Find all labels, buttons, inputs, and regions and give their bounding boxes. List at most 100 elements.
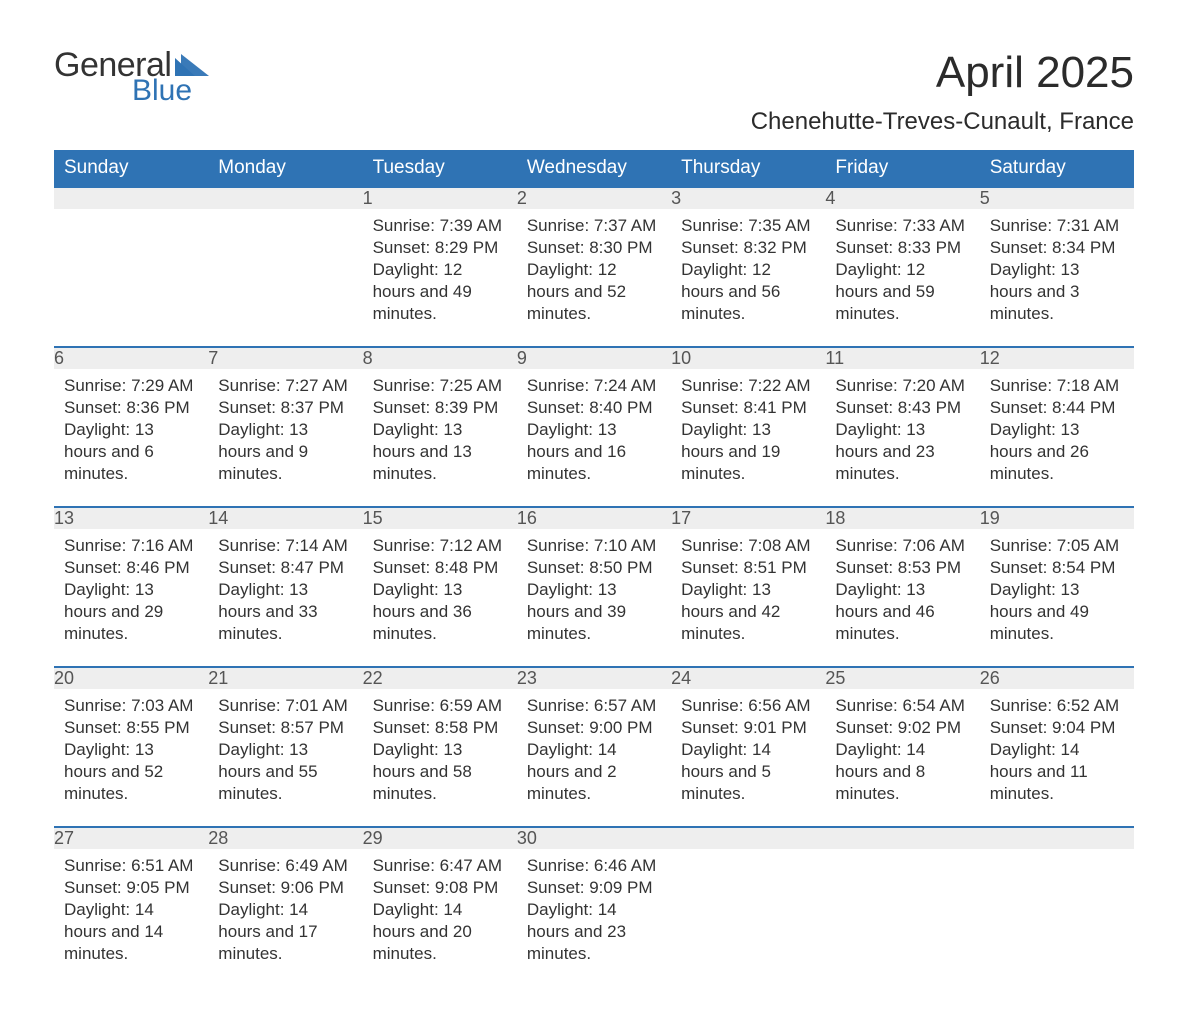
sunset-line: Sunset: 8:37 PM <box>218 397 352 419</box>
sunset-line: Sunset: 8:57 PM <box>218 717 352 739</box>
day-cell: Sunrise: 7:22 AMSunset: 8:41 PMDaylight:… <box>671 369 825 507</box>
daylight-line: Daylight: 13 hours and 42 minutes. <box>681 579 815 645</box>
header: General Blue April 2025 Chenehutte-Treve… <box>54 48 1134 142</box>
day-cell: Sunrise: 6:52 AMSunset: 9:04 PMDaylight:… <box>980 689 1134 827</box>
daylight-line: Daylight: 12 hours and 52 minutes. <box>527 259 661 325</box>
sunset-line: Sunset: 9:00 PM <box>527 717 661 739</box>
daylight-line: Daylight: 12 hours and 56 minutes. <box>681 259 815 325</box>
daylight-line: Daylight: 13 hours and 6 minutes. <box>64 419 198 485</box>
day-cell: Sunrise: 6:49 AMSunset: 9:06 PMDaylight:… <box>208 849 362 987</box>
day-number-cell: 11 <box>825 347 979 369</box>
day-number-cell: 4 <box>825 187 979 209</box>
day-cell: Sunrise: 7:39 AMSunset: 8:29 PMDaylight:… <box>363 209 517 347</box>
day-number-cell: 19 <box>980 507 1134 529</box>
sunset-line: Sunset: 8:48 PM <box>373 557 507 579</box>
sunrise-line: Sunrise: 7:08 AM <box>681 535 815 557</box>
sunrise-line: Sunrise: 6:51 AM <box>64 855 198 877</box>
calendar-header: SundayMondayTuesdayWednesdayThursdayFrid… <box>54 150 1134 187</box>
daylight-line: Daylight: 13 hours and 39 minutes. <box>527 579 661 645</box>
daylight-line: Daylight: 14 hours and 23 minutes. <box>527 899 661 965</box>
day-number-cell <box>54 187 208 209</box>
day-number-cell: 5 <box>980 187 1134 209</box>
day-cell: Sunrise: 6:59 AMSunset: 8:58 PMDaylight:… <box>363 689 517 827</box>
sunset-line: Sunset: 8:53 PM <box>835 557 969 579</box>
sunrise-line: Sunrise: 7:37 AM <box>527 215 661 237</box>
daylight-line: Daylight: 13 hours and 3 minutes. <box>990 259 1124 325</box>
day-number-cell: 10 <box>671 347 825 369</box>
daylight-line: Daylight: 14 hours and 20 minutes. <box>373 899 507 965</box>
day-number-cell: 16 <box>517 507 671 529</box>
day-cell: Sunrise: 7:14 AMSunset: 8:47 PMDaylight:… <box>208 529 362 667</box>
sunset-line: Sunset: 8:41 PM <box>681 397 815 419</box>
day-number-cell: 24 <box>671 667 825 689</box>
sunset-line: Sunset: 9:05 PM <box>64 877 198 899</box>
sunset-line: Sunset: 8:50 PM <box>527 557 661 579</box>
sunset-line: Sunset: 8:36 PM <box>64 397 198 419</box>
sunrise-line: Sunrise: 7:33 AM <box>835 215 969 237</box>
logo-triangle-icon <box>175 54 209 76</box>
sunset-line: Sunset: 8:54 PM <box>990 557 1124 579</box>
day-number-cell <box>208 187 362 209</box>
day-cell: Sunrise: 6:54 AMSunset: 9:02 PMDaylight:… <box>825 689 979 827</box>
daylight-line: Daylight: 13 hours and 9 minutes. <box>218 419 352 485</box>
day-number-cell: 9 <box>517 347 671 369</box>
sunset-line: Sunset: 8:44 PM <box>990 397 1124 419</box>
title-block: April 2025 Chenehutte-Treves-Cunault, Fr… <box>751 48 1134 142</box>
sunset-line: Sunset: 8:55 PM <box>64 717 198 739</box>
day-cell <box>671 849 825 987</box>
weekday-header: Saturday <box>980 150 1134 187</box>
day-cell <box>825 849 979 987</box>
day-number-cell: 20 <box>54 667 208 689</box>
daylight-line: Daylight: 13 hours and 13 minutes. <box>373 419 507 485</box>
sunrise-line: Sunrise: 7:20 AM <box>835 375 969 397</box>
month-title: April 2025 <box>751 48 1134 98</box>
day-number-cell: 28 <box>208 827 362 849</box>
day-cell <box>980 849 1134 987</box>
sunset-line: Sunset: 8:47 PM <box>218 557 352 579</box>
daylight-line: Daylight: 13 hours and 36 minutes. <box>373 579 507 645</box>
day-cell: Sunrise: 7:01 AMSunset: 8:57 PMDaylight:… <box>208 689 362 827</box>
day-number-cell: 1 <box>363 187 517 209</box>
day-cell: Sunrise: 7:24 AMSunset: 8:40 PMDaylight:… <box>517 369 671 507</box>
sunrise-line: Sunrise: 7:31 AM <box>990 215 1124 237</box>
day-cell: Sunrise: 6:47 AMSunset: 9:08 PMDaylight:… <box>363 849 517 987</box>
sunrise-line: Sunrise: 7:27 AM <box>218 375 352 397</box>
day-number-cell: 25 <box>825 667 979 689</box>
sunrise-line: Sunrise: 7:05 AM <box>990 535 1124 557</box>
sunset-line: Sunset: 9:02 PM <box>835 717 969 739</box>
sunrise-line: Sunrise: 6:56 AM <box>681 695 815 717</box>
day-cell: Sunrise: 7:06 AMSunset: 8:53 PMDaylight:… <box>825 529 979 667</box>
day-cell: Sunrise: 6:51 AMSunset: 9:05 PMDaylight:… <box>54 849 208 987</box>
day-cell: Sunrise: 7:08 AMSunset: 8:51 PMDaylight:… <box>671 529 825 667</box>
day-cell: Sunrise: 6:46 AMSunset: 9:09 PMDaylight:… <box>517 849 671 987</box>
logo: General Blue <box>54 48 209 106</box>
logo-text-blue: Blue <box>132 76 209 106</box>
day-cell: Sunrise: 7:03 AMSunset: 8:55 PMDaylight:… <box>54 689 208 827</box>
weekday-header: Tuesday <box>363 150 517 187</box>
daylight-line: Daylight: 12 hours and 59 minutes. <box>835 259 969 325</box>
daylight-line: Daylight: 13 hours and 16 minutes. <box>527 419 661 485</box>
daylight-line: Daylight: 14 hours and 11 minutes. <box>990 739 1124 805</box>
day-cell: Sunrise: 7:16 AMSunset: 8:46 PMDaylight:… <box>54 529 208 667</box>
sunrise-line: Sunrise: 7:03 AM <box>64 695 198 717</box>
day-cell: Sunrise: 7:05 AMSunset: 8:54 PMDaylight:… <box>980 529 1134 667</box>
sunset-line: Sunset: 8:30 PM <box>527 237 661 259</box>
day-number-cell: 21 <box>208 667 362 689</box>
sunrise-line: Sunrise: 7:22 AM <box>681 375 815 397</box>
daylight-line: Daylight: 13 hours and 19 minutes. <box>681 419 815 485</box>
day-number-cell <box>825 827 979 849</box>
day-number-cell: 30 <box>517 827 671 849</box>
sunrise-line: Sunrise: 7:06 AM <box>835 535 969 557</box>
daylight-line: Daylight: 13 hours and 49 minutes. <box>990 579 1124 645</box>
sunrise-line: Sunrise: 7:29 AM <box>64 375 198 397</box>
day-cell <box>208 209 362 347</box>
daylight-line: Daylight: 13 hours and 23 minutes. <box>835 419 969 485</box>
sunrise-line: Sunrise: 7:25 AM <box>373 375 507 397</box>
day-number-cell: 18 <box>825 507 979 529</box>
day-number-cell: 7 <box>208 347 362 369</box>
sunset-line: Sunset: 8:32 PM <box>681 237 815 259</box>
day-cell: Sunrise: 7:12 AMSunset: 8:48 PMDaylight:… <box>363 529 517 667</box>
daylight-line: Daylight: 13 hours and 29 minutes. <box>64 579 198 645</box>
sunset-line: Sunset: 8:40 PM <box>527 397 661 419</box>
weekday-header: Friday <box>825 150 979 187</box>
